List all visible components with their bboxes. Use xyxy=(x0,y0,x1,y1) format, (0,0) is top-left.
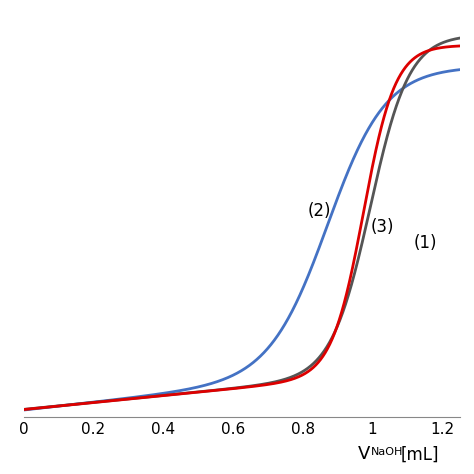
Text: V: V xyxy=(358,446,370,463)
Text: (2): (2) xyxy=(307,201,331,219)
Text: (3): (3) xyxy=(370,218,394,236)
Text: (1): (1) xyxy=(414,234,438,252)
Text: [mL]: [mL] xyxy=(401,446,439,463)
Text: NaOH: NaOH xyxy=(370,447,403,457)
